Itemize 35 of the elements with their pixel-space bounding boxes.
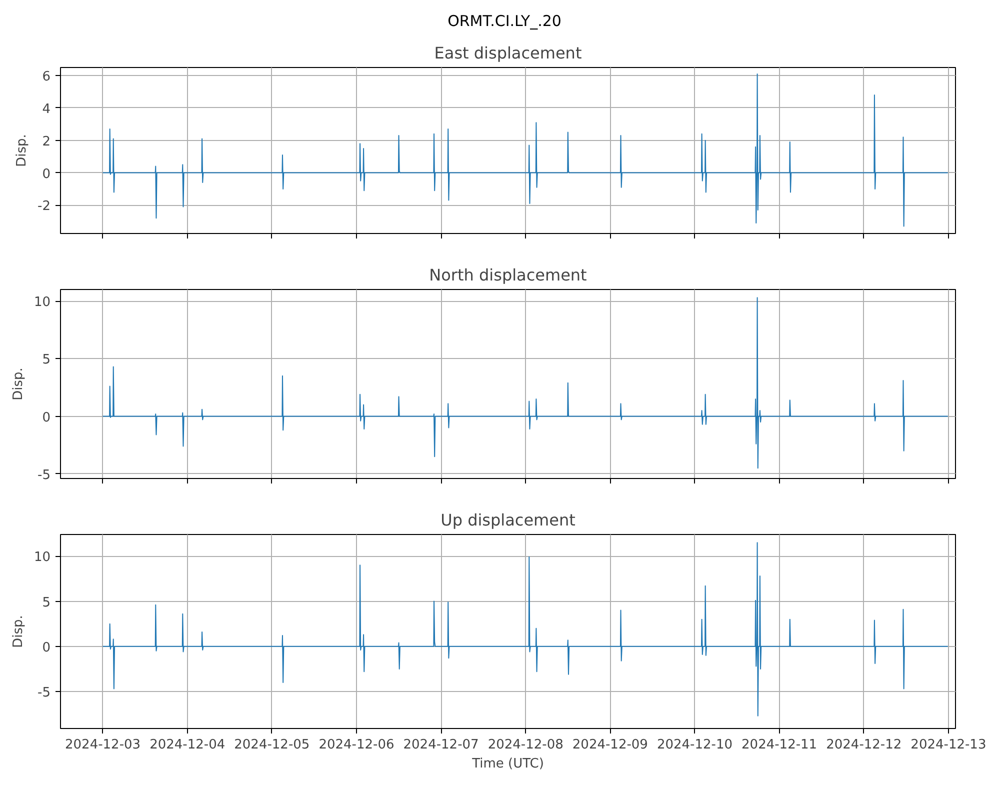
x-tick-label: 2024-12-13 [910, 738, 986, 752]
chart-title: North displacement [429, 266, 587, 284]
y-tick-label: 2 [42, 134, 51, 150]
y-tick-label: 10 [34, 295, 51, 310]
line-series [102, 542, 948, 716]
y-tick-label: -2 [38, 199, 51, 214]
x-tick-label: 2024-12-09 [572, 738, 648, 752]
y-axis-title: Disp. [10, 368, 26, 400]
y-tick-label: 10 [34, 550, 51, 566]
x-tick-label: 2024-12-11 [742, 738, 818, 752]
chart-title: Up displacement [440, 510, 576, 530]
x-tick-label: 2024-12-05 [234, 738, 310, 752]
x-tick-label: 2024-12-08 [488, 738, 564, 752]
y-tick-label: -5 [38, 468, 51, 483]
x-axis-title: Time (UTC) [471, 756, 544, 772]
y-axis-title: Disp. [10, 615, 26, 648]
y-tick-label: -5 [38, 686, 51, 701]
x-tick-label: 2024-12-10 [656, 738, 733, 752]
y-axis-title: Disp. [14, 134, 30, 167]
y-tick-label: 4 [42, 102, 51, 117]
y-tick-label: 5 [42, 352, 51, 368]
line-series [102, 73, 948, 227]
chart-title: ORMT.CI.LY_.20 [448, 11, 562, 32]
y-tick-label: 0 [42, 640, 51, 656]
x-tick-label: 2024-12-03 [65, 738, 141, 752]
x-tick-label: 2024-12-12 [826, 738, 902, 752]
x-tick-label: 2024-12-06 [318, 738, 394, 752]
y-tick-label: 6 [42, 70, 51, 85]
y-tick-label: 0 [42, 410, 51, 426]
line-series [102, 297, 948, 469]
y-tick-label: 0 [42, 166, 51, 182]
y-tick-label: 5 [42, 595, 51, 610]
chart-subtitle: East displacement [434, 44, 582, 62]
x-tick-label: 2024-12-07 [403, 738, 479, 752]
x-tick-label: 2024-12-04 [150, 738, 226, 752]
